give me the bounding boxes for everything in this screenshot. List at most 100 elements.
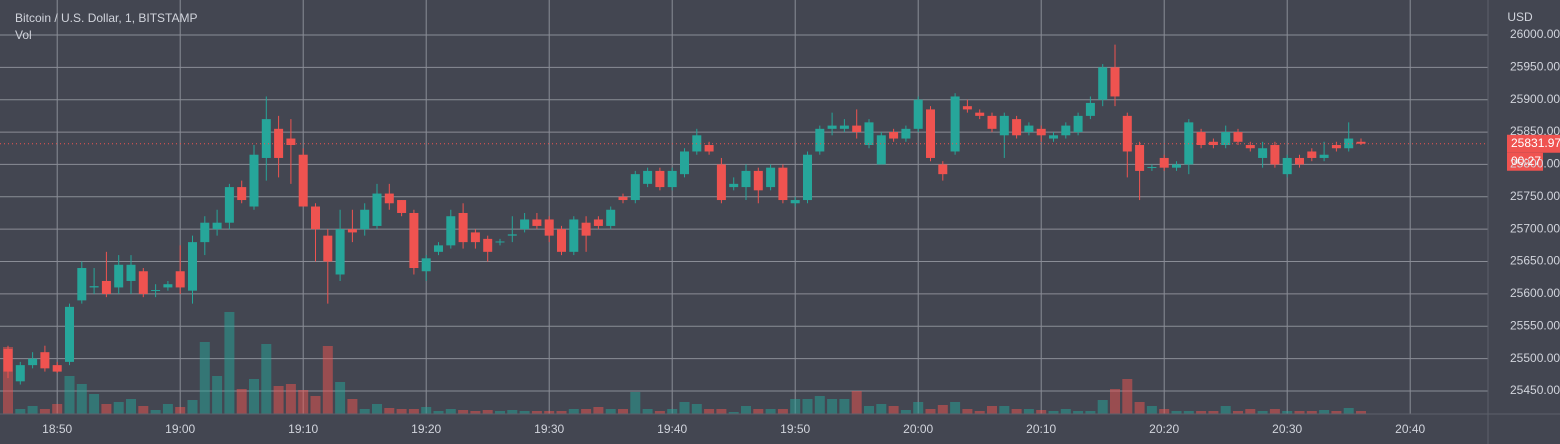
candle-body xyxy=(803,154,812,201)
candle-body xyxy=(766,167,776,188)
candle-body xyxy=(1233,132,1243,142)
x-tick-label: 19:40 xyxy=(657,422,687,436)
candle-body xyxy=(852,125,862,133)
candle-body xyxy=(1024,125,1034,133)
volume-bar xyxy=(839,399,850,414)
candle-body xyxy=(114,264,124,288)
candle-body xyxy=(643,170,653,184)
volume-bar xyxy=(470,411,481,414)
candle-body xyxy=(1122,115,1132,152)
x-tick-label: 20:30 xyxy=(1272,422,1302,436)
candle-body xyxy=(101,280,111,294)
volume-bar xyxy=(175,407,186,414)
volume-bar xyxy=(618,409,628,414)
volume-bar xyxy=(1331,411,1342,414)
volume-bar xyxy=(1011,409,1022,414)
volume-label: Vol xyxy=(15,28,32,42)
candle-body xyxy=(778,167,788,201)
volume-bar xyxy=(113,402,124,414)
chart-title: Bitcoin / U.S. Dollar, 1, BITSTAMP xyxy=(15,11,198,25)
candle-body xyxy=(1221,132,1231,146)
volume-bar xyxy=(851,391,862,414)
volume-bar xyxy=(1183,411,1194,414)
candle-body xyxy=(938,164,948,175)
volume-bar xyxy=(408,409,419,414)
volume-bar xyxy=(15,409,26,414)
candle-body xyxy=(52,365,62,372)
volume-bar xyxy=(888,406,899,414)
volume-bar xyxy=(482,410,493,414)
volume-bar xyxy=(974,411,985,414)
volume-bar xyxy=(310,396,321,414)
volume-bar xyxy=(212,376,223,414)
volume-bar xyxy=(187,400,198,414)
candle-body xyxy=(1319,154,1329,158)
candle-body xyxy=(261,119,271,158)
candle-body xyxy=(926,109,935,158)
volume-bar xyxy=(1110,389,1120,414)
volume-bar xyxy=(1208,411,1219,414)
volume-bar xyxy=(741,406,751,414)
volume-bar xyxy=(126,399,136,414)
volume-bar xyxy=(1245,409,1256,414)
volume-bar xyxy=(1356,411,1366,414)
candle-body xyxy=(1147,167,1157,169)
candle-body xyxy=(1331,145,1341,149)
volume-bar xyxy=(27,406,38,414)
candle-body xyxy=(237,187,247,201)
volume-bar xyxy=(1048,411,1059,414)
candle-body xyxy=(532,219,542,226)
volume-bar xyxy=(827,399,838,414)
y-tick-label: 25600.00 xyxy=(1510,286,1560,300)
candle-body xyxy=(347,229,357,233)
candle-body xyxy=(360,209,370,230)
volume-bar xyxy=(64,376,75,414)
candle-body xyxy=(507,234,517,236)
candle-body xyxy=(397,200,407,213)
candle-body xyxy=(1159,157,1169,168)
volume-bar xyxy=(1134,402,1145,414)
y-tick-label: 25850.00 xyxy=(1510,124,1560,138)
candle-body xyxy=(1307,151,1317,158)
candle-body xyxy=(77,268,87,301)
candle-body xyxy=(593,219,603,226)
candle-body xyxy=(950,96,960,152)
candle-body xyxy=(298,154,308,207)
volume-bar xyxy=(1159,409,1170,414)
volume-bar xyxy=(999,406,1010,414)
volume-bar xyxy=(298,390,309,414)
candle-body xyxy=(40,352,50,369)
y-tick-label: 26000.00 xyxy=(1510,27,1560,41)
volume-bar xyxy=(581,409,592,414)
candle-body xyxy=(3,348,13,372)
candle-body xyxy=(188,242,197,291)
candle-body xyxy=(913,99,923,129)
volume-bar xyxy=(519,411,530,414)
candle-body xyxy=(15,365,25,382)
volume-bar xyxy=(1282,411,1293,414)
candle-body xyxy=(655,170,665,188)
candle-body xyxy=(163,284,173,288)
candle-body xyxy=(704,145,714,152)
candle-body xyxy=(249,154,259,207)
candle-body xyxy=(975,112,985,116)
volume-bar xyxy=(421,407,432,414)
price-unit: USD xyxy=(1507,10,1533,24)
candle-body xyxy=(1208,141,1218,146)
volume-bar xyxy=(679,402,690,414)
candle-body xyxy=(274,128,284,158)
candle-body xyxy=(962,106,972,110)
volume-bar xyxy=(790,399,801,414)
volume-bar xyxy=(900,410,911,414)
candle-body xyxy=(200,222,210,243)
volume-bar xyxy=(802,399,813,414)
volume-bar xyxy=(335,382,346,414)
volume-bar xyxy=(667,409,678,414)
candle-body xyxy=(815,128,825,152)
volume-bar xyxy=(347,399,358,414)
volume-bar xyxy=(445,409,456,414)
volume-bar xyxy=(76,384,87,414)
candle-body xyxy=(446,216,456,246)
